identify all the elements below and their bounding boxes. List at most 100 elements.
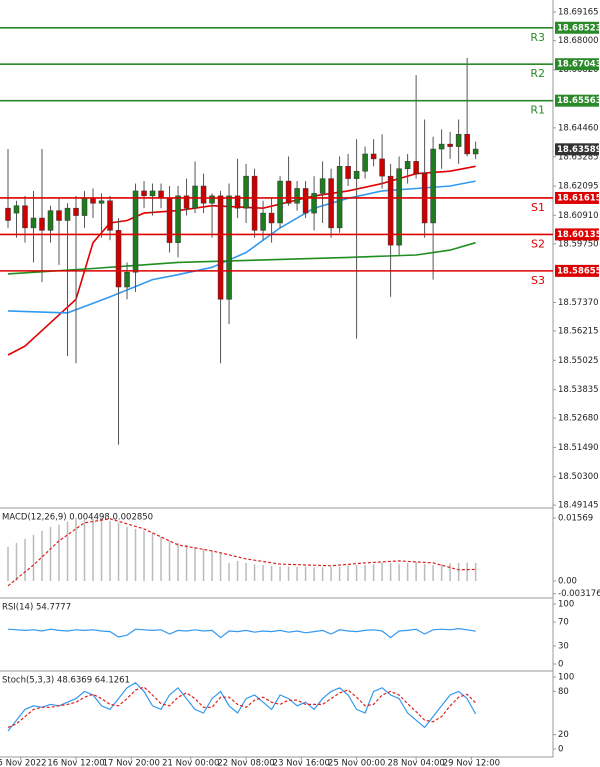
x-tick-label: 29 Nov 12:00	[443, 759, 500, 767]
histogram-bar	[143, 530, 145, 581]
candle-body	[464, 134, 470, 155]
candle-body	[175, 195, 181, 243]
histogram-bar	[202, 548, 205, 581]
x-tick-label: 22 Nov 08:00	[217, 759, 274, 767]
histogram-bar	[440, 564, 443, 581]
histogram-bar	[364, 564, 366, 581]
histogram-bar	[92, 518, 94, 581]
histogram-bar	[338, 566, 341, 581]
candle-body	[98, 200, 105, 204]
level-value: 18.65563	[557, 96, 600, 106]
candle-body	[277, 180, 283, 224]
level-box	[555, 21, 599, 34]
level-name: R3	[530, 31, 545, 44]
histogram-bar	[134, 528, 137, 581]
candle-body	[64, 207, 71, 221]
candle-body	[234, 195, 241, 209]
level-name: R1	[530, 104, 545, 117]
candle-body	[81, 198, 88, 216]
y-tick-label: 18.57370	[558, 298, 599, 308]
candle-body	[379, 158, 385, 177]
candle-body	[183, 195, 190, 209]
level-name: S2	[531, 237, 545, 250]
candle-body	[132, 190, 139, 273]
indicator-line	[7, 518, 476, 587]
candle-body	[243, 175, 249, 209]
candle-body	[73, 207, 79, 216]
y-tick-label: 18.59750	[558, 239, 599, 249]
y-tick-label: 18.60910	[558, 211, 599, 221]
x-tick-label: 25 Nov 00:00	[328, 759, 385, 767]
macd-title: MACD(12,26,9) 0.004498 0.002850	[2, 513, 153, 523]
current-price: 18.63589	[557, 145, 600, 155]
candle-body	[251, 175, 258, 231]
y-tick-label: 20	[558, 730, 569, 740]
x-tick-label: 5 Nov 2022	[0, 759, 47, 767]
histogram-bar	[219, 552, 222, 581]
histogram-bar	[466, 562, 468, 581]
histogram-bar	[253, 564, 256, 581]
candle-body	[149, 190, 156, 197]
x-tick-label: 16 Nov 12:00	[47, 759, 104, 767]
candle-body	[47, 210, 54, 231]
histogram-bar	[185, 544, 188, 581]
histogram-bar	[415, 561, 417, 581]
histogram-bar	[83, 518, 86, 581]
candle-body	[455, 134, 462, 147]
candle-body	[430, 148, 436, 224]
y-tick-label: 0.01569	[558, 514, 593, 524]
candle-body	[336, 166, 343, 229]
histogram-bar	[330, 566, 332, 581]
histogram-bar	[168, 540, 171, 581]
x-tick-label: 17 Nov 20:00	[103, 759, 160, 767]
histogram-bar	[321, 567, 324, 581]
histogram-bar	[66, 521, 69, 581]
stoch-title: Stoch(5,3,3) 48.6369 64.1261	[2, 676, 130, 686]
candle-body	[472, 148, 479, 155]
y-tick-label: 18.68000	[558, 36, 599, 46]
candle-body	[115, 230, 122, 288]
histogram-bar	[24, 538, 26, 581]
candle-body	[209, 195, 215, 204]
histogram-bar	[381, 562, 383, 581]
histogram-bar	[126, 526, 128, 581]
level-name: S3	[531, 274, 545, 287]
histogram-bar	[279, 566, 281, 581]
histogram-bar	[457, 562, 460, 581]
rsi-title: RSI(14) 54.7777	[2, 603, 71, 613]
histogram-bar	[398, 563, 400, 581]
candle-body	[353, 170, 360, 179]
level-box	[555, 191, 599, 204]
histogram-bar	[262, 564, 264, 581]
y-tick-label: 0.00	[558, 576, 577, 586]
y-tick-label: 18.64460	[558, 123, 599, 133]
histogram-bar	[449, 563, 451, 581]
y-tick-label: 18.56215	[558, 326, 599, 336]
histogram-bar	[355, 564, 358, 581]
histogram-bar	[15, 542, 18, 581]
level-value: 18.68523	[557, 23, 600, 33]
y-tick-label: 18.69165	[558, 7, 599, 17]
candle-body	[192, 185, 198, 209]
level-value: 18.60135	[557, 230, 600, 240]
histogram-bar	[432, 564, 434, 581]
level-box	[555, 228, 599, 241]
y-tick-label: 0	[558, 745, 563, 755]
indicator-line	[7, 627, 476, 639]
histogram-bar	[100, 519, 103, 581]
level-box	[555, 58, 599, 71]
candle-body	[294, 188, 300, 204]
histogram-bar	[270, 565, 273, 581]
level-name: R2	[530, 67, 545, 80]
level-value: 18.58655	[557, 266, 600, 276]
histogram-bar	[347, 565, 349, 581]
x-tick-label: 21 Nov 00:00	[162, 759, 219, 767]
candle-body	[13, 205, 20, 214]
candle-body	[370, 153, 377, 160]
y-tick-label: -0.003176	[558, 589, 600, 599]
histogram-bar	[406, 562, 409, 581]
candle-body	[226, 195, 232, 300]
y-tick-label: 18.50300	[558, 472, 599, 482]
level-name: S1	[531, 201, 545, 214]
y-tick-label: 18.51490	[558, 443, 599, 453]
